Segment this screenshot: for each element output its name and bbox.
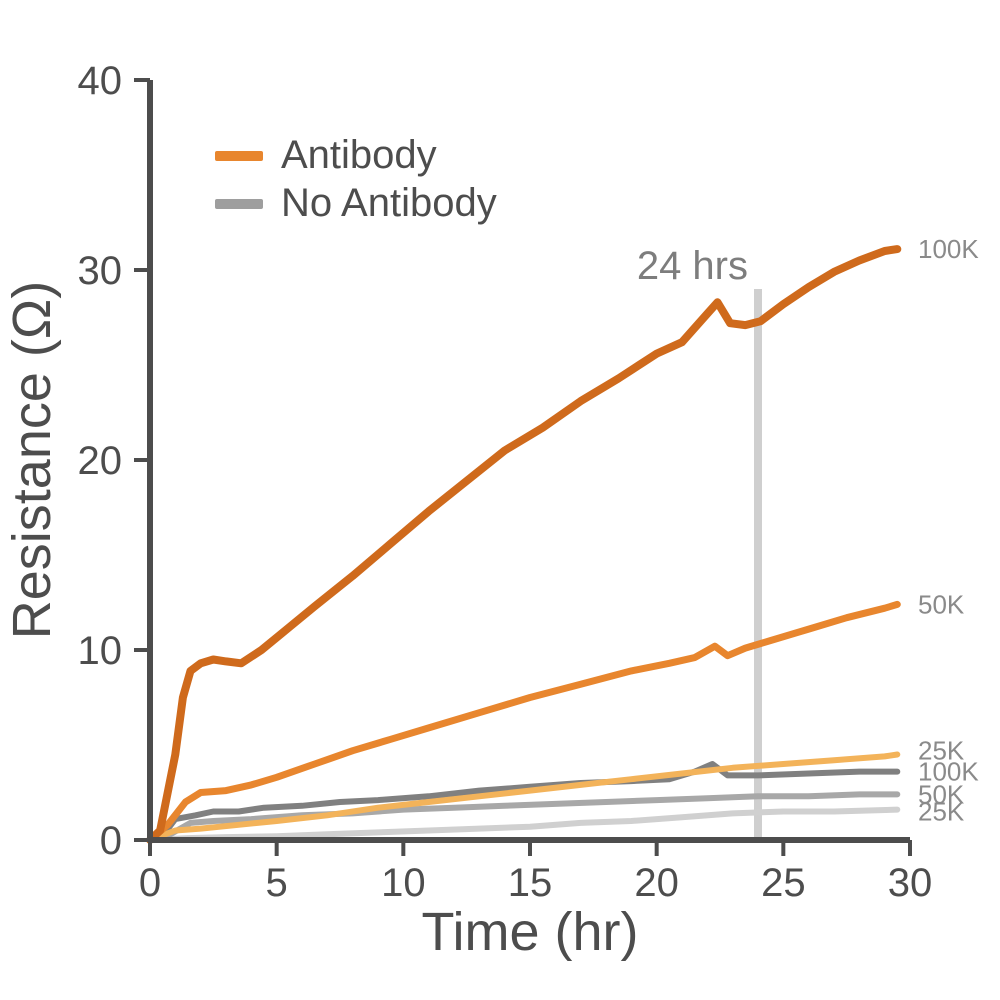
legend-swatch <box>215 151 263 161</box>
legend-label: No Antibody <box>281 181 497 225</box>
x-tick-label: 15 <box>508 861 553 905</box>
annotation-label: 24 hrs <box>637 244 748 288</box>
y-tick-label: 30 <box>78 249 123 293</box>
x-tick-label: 5 <box>266 861 288 905</box>
y-tick-label: 10 <box>78 629 123 673</box>
y-tick-label: 20 <box>78 439 123 483</box>
y-tick-label: 40 <box>78 59 123 103</box>
x-tick-label: 0 <box>139 861 161 905</box>
x-tick-label: 25 <box>761 861 806 905</box>
x-tick-label: 30 <box>888 861 933 905</box>
x-tick-label: 10 <box>381 861 426 905</box>
legend-swatch <box>215 199 263 209</box>
series-end-label: 50K <box>918 589 965 619</box>
resistance-time-chart: 0 5 10 15 20 25 30 0 10 20 30 40 Time (hr) Resistance… <box>0 0 1000 1000</box>
legend-label: Antibody <box>281 133 437 177</box>
y-axis-label: Resistance (Ω) <box>2 281 62 639</box>
x-tick-label: 20 <box>634 861 679 905</box>
series-end-label: 100K <box>918 234 979 264</box>
x-axis-label: Time (hr) <box>422 902 639 962</box>
y-tick-label: 0 <box>100 819 122 863</box>
series-end-label: 25K <box>918 797 965 827</box>
